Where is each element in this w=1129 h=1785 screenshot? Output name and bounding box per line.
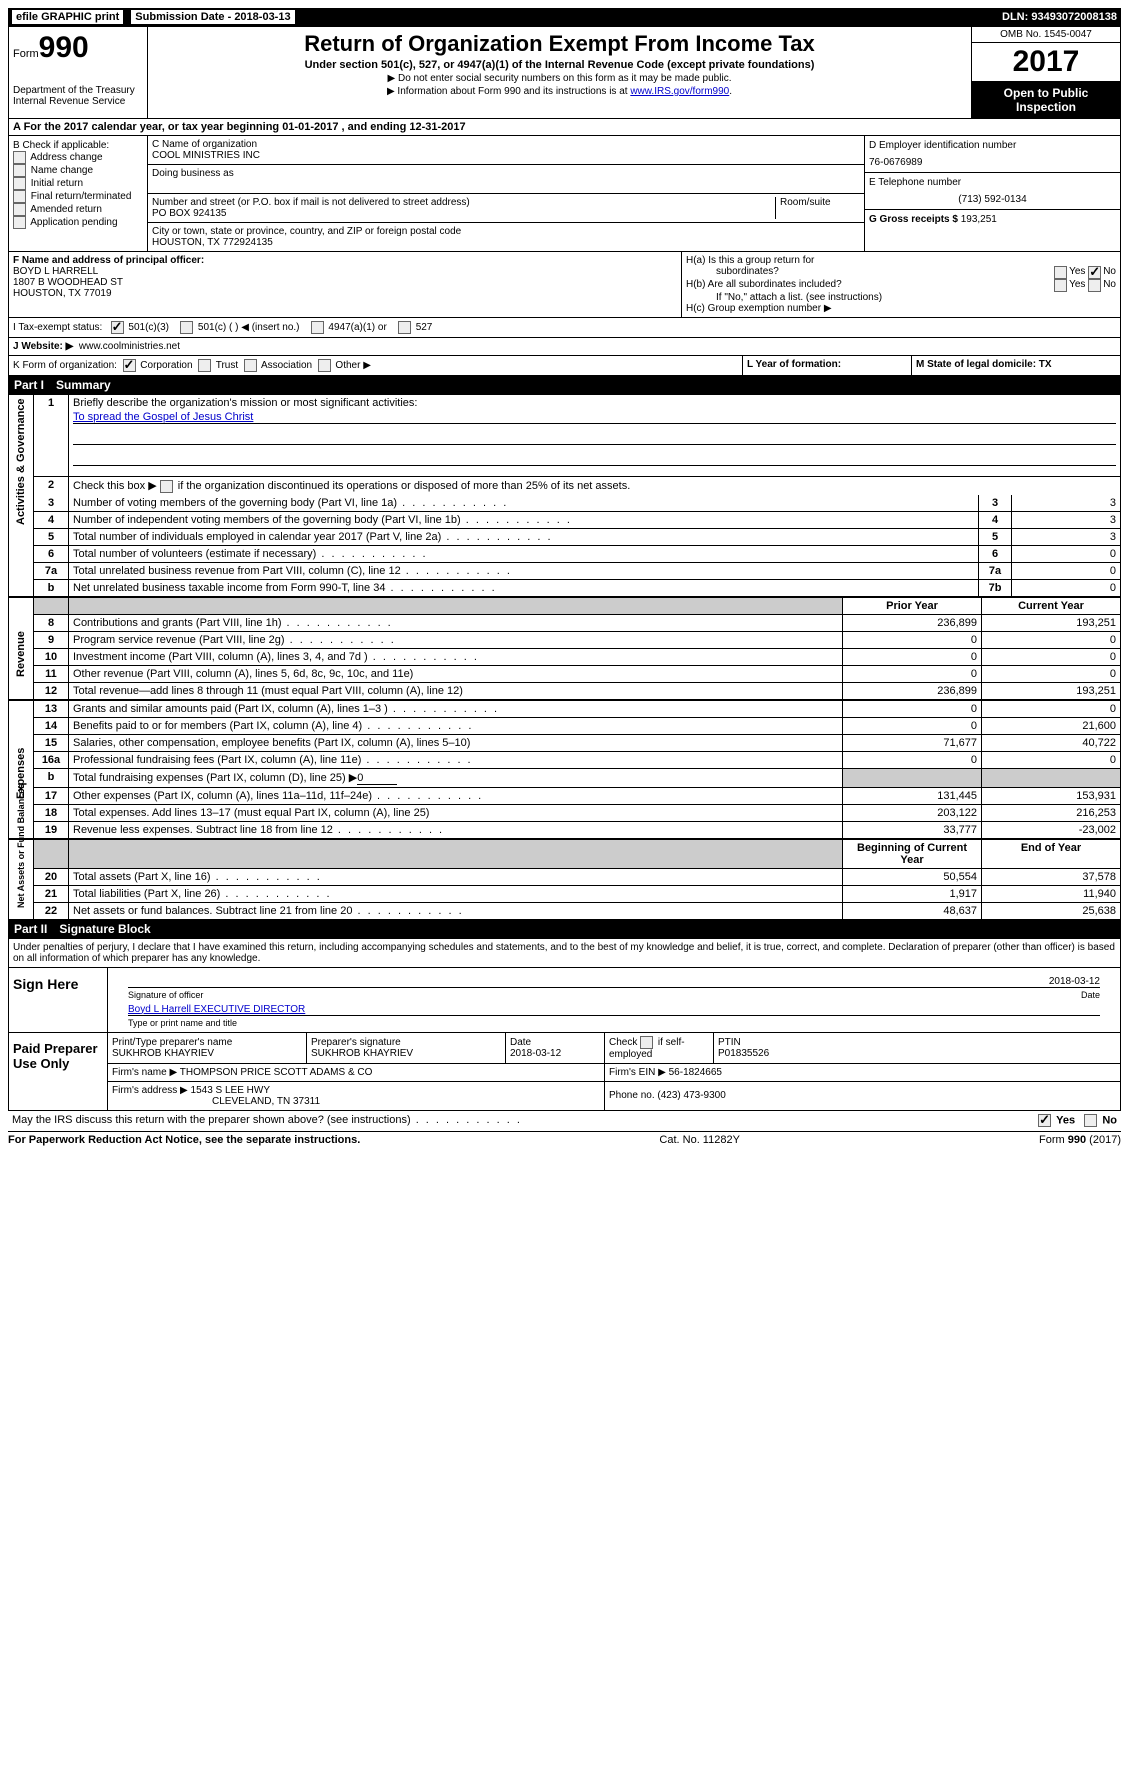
line12-prior: 236,899 bbox=[843, 682, 982, 699]
line3-value: 3 bbox=[1012, 495, 1121, 512]
form-number: 990 bbox=[39, 31, 89, 65]
name-change-checkbox[interactable] bbox=[13, 164, 26, 177]
tel-value: (713) 592-0134 bbox=[869, 194, 1116, 205]
footer-left: For Paperwork Reduction Act Notice, see … bbox=[8, 1134, 360, 1146]
footer-right: Form 990 (2017) bbox=[1039, 1134, 1121, 1146]
501c3-checkbox[interactable] bbox=[111, 321, 124, 334]
row-j: J Website: ▶ www.coolministries.net bbox=[8, 338, 1121, 356]
line7a-value: 0 bbox=[1012, 562, 1121, 579]
ptin-value: P01835526 bbox=[718, 1048, 1116, 1059]
irs-label: Internal Revenue Service bbox=[13, 96, 143, 107]
discuss-no-checkbox[interactable] bbox=[1084, 1114, 1097, 1127]
part1-netassets: Net Assets or Fund Balances Beginning of… bbox=[8, 839, 1121, 920]
column-d: D Employer identification number 76-0676… bbox=[864, 136, 1120, 251]
form-note1: ▶ Do not enter social security numbers o… bbox=[152, 73, 967, 84]
address-change-checkbox[interactable] bbox=[13, 151, 26, 164]
row-i: I Tax-exempt status: 501(c)(3) 501(c) ( … bbox=[8, 318, 1121, 338]
part1-revenue: Revenue Prior YearCurrent Year 8Contribu… bbox=[8, 597, 1121, 700]
hb-no-checkbox[interactable] bbox=[1088, 279, 1101, 292]
page-footer: For Paperwork Reduction Act Notice, see … bbox=[8, 1131, 1121, 1148]
col-b-title: B Check if applicable: bbox=[13, 140, 143, 151]
column-c: C Name of organization COOL MINISTRIES I… bbox=[148, 136, 864, 251]
officer-addr2: HOUSTON, TX 77019 bbox=[13, 288, 677, 299]
top-bar: efile GRAPHIC print Submission Date - 20… bbox=[8, 8, 1121, 26]
corp-checkbox[interactable] bbox=[123, 359, 136, 372]
hb-yes-checkbox[interactable] bbox=[1054, 279, 1067, 292]
line5-value: 3 bbox=[1012, 528, 1121, 545]
paid-preparer-label: Paid Preparer Use Only bbox=[9, 1033, 108, 1110]
irs-link[interactable]: www.IRS.gov/form990 bbox=[630, 86, 729, 97]
line7b-value: 0 bbox=[1012, 579, 1121, 596]
officer-addr1: 1807 B WOODHEAD ST bbox=[13, 277, 677, 288]
section-a: A For the 2017 calendar year, or tax yea… bbox=[8, 119, 1121, 136]
501c-checkbox[interactable] bbox=[180, 321, 193, 334]
row-f: F Name and address of principal officer:… bbox=[8, 252, 1121, 318]
part1-header: Part I Summary bbox=[8, 376, 1121, 394]
other-checkbox[interactable] bbox=[318, 359, 331, 372]
info-grid: B Check if applicable: Address change Na… bbox=[8, 136, 1121, 252]
527-checkbox[interactable] bbox=[398, 321, 411, 334]
firm-name: THOMPSON PRICE SCOTT ADAMS & CO bbox=[180, 1067, 373, 1078]
sign-here-label: Sign Here bbox=[9, 968, 108, 1032]
officer-sig-name: Boyd L Harrell EXECUTIVE DIRECTOR bbox=[128, 1004, 305, 1015]
line8-current: 193,251 bbox=[982, 614, 1121, 631]
form-title: Return of Organization Exempt From Incom… bbox=[152, 31, 967, 57]
column-b: B Check if applicable: Address change Na… bbox=[9, 136, 148, 251]
self-employed-checkbox[interactable] bbox=[640, 1036, 653, 1049]
mission-text: To spread the Gospel of Jesus Christ bbox=[73, 411, 1116, 424]
assoc-checkbox[interactable] bbox=[244, 359, 257, 372]
amended-return-checkbox[interactable] bbox=[13, 203, 26, 216]
initial-return-checkbox[interactable] bbox=[13, 177, 26, 190]
application-pending-checkbox[interactable] bbox=[13, 216, 26, 229]
line12-current: 193,251 bbox=[982, 682, 1121, 699]
org-name-label: C Name of organization bbox=[152, 139, 860, 150]
efile-label: efile GRAPHIC print bbox=[12, 10, 123, 24]
signature-block: Under penalties of perjury, I declare th… bbox=[8, 938, 1121, 1111]
row-k: K Form of organization: Corporation Trus… bbox=[8, 356, 1121, 376]
open-inspection: Open to Public Inspection bbox=[972, 82, 1120, 118]
preparer-name: SUKHROB KHAYRIEV bbox=[112, 1048, 302, 1059]
form-subtitle: Under section 501(c), 527, or 4947(a)(1)… bbox=[152, 59, 967, 71]
ein-value: 76-0676989 bbox=[869, 157, 1116, 168]
form-header: Form 990 Department of the Treasury Inte… bbox=[8, 26, 1121, 119]
room-label: Room/suite bbox=[780, 197, 860, 208]
line4-value: 3 bbox=[1012, 511, 1121, 528]
website-value: www.coolministries.net bbox=[79, 341, 180, 352]
firm-ein: 56-1824665 bbox=[669, 1067, 722, 1078]
addr-value: PO BOX 924135 bbox=[152, 208, 775, 219]
4947-checkbox[interactable] bbox=[311, 321, 324, 334]
ha-yes-checkbox[interactable] bbox=[1054, 266, 1067, 279]
final-return-checkbox[interactable] bbox=[13, 190, 26, 203]
city-label: City or town, state or province, country… bbox=[152, 226, 860, 237]
form-note2-prefix: ▶ Information about Form 990 and its ins… bbox=[387, 86, 630, 97]
submission-date: Submission Date - 2018-03-13 bbox=[131, 10, 294, 24]
omb-number: OMB No. 1545-0047 bbox=[972, 27, 1120, 43]
dln: DLN: 93493072008138 bbox=[1002, 11, 1117, 23]
tel-label: E Telephone number bbox=[869, 177, 1116, 188]
gross-receipts: 193,251 bbox=[961, 214, 997, 225]
addr-label: Number and street (or P.O. box if mail i… bbox=[152, 197, 775, 208]
form-label: Form bbox=[13, 48, 39, 60]
dept-treasury: Department of the Treasury bbox=[13, 85, 143, 96]
part1-governance: Activities & Governance 1 Briefly descri… bbox=[8, 394, 1121, 597]
tax-year: 2017 bbox=[972, 43, 1120, 82]
org-name: COOL MINISTRIES INC bbox=[152, 150, 860, 161]
part2-header: Part II Signature Block bbox=[8, 920, 1121, 938]
discuss-yes-checkbox[interactable] bbox=[1038, 1114, 1051, 1127]
discuss-row: May the IRS discuss this return with the… bbox=[8, 1111, 1121, 1129]
part1-expenses: Expenses 13Grants and similar amounts pa… bbox=[8, 700, 1121, 839]
city-value: HOUSTON, TX 772924135 bbox=[152, 237, 860, 248]
perjury-statement: Under penalties of perjury, I declare th… bbox=[9, 939, 1120, 968]
firm-phone: (423) 473-9300 bbox=[657, 1090, 725, 1101]
ha-no-checkbox[interactable] bbox=[1088, 266, 1101, 279]
ein-label: D Employer identification number bbox=[869, 140, 1116, 151]
dba-label: Doing business as bbox=[152, 168, 860, 179]
officer-name: BOYD L HARRELL bbox=[13, 266, 677, 277]
line8-prior: 236,899 bbox=[843, 614, 982, 631]
footer-center: Cat. No. 11282Y bbox=[659, 1134, 740, 1146]
line6-value: 0 bbox=[1012, 545, 1121, 562]
trust-checkbox[interactable] bbox=[198, 359, 211, 372]
line2-checkbox[interactable] bbox=[160, 480, 173, 493]
